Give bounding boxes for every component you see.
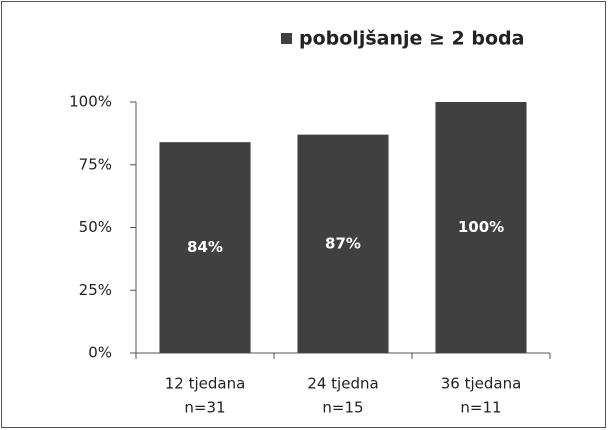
x-tick-label: 24 tjedna [307, 375, 378, 393]
x-tick-label: n=15 [322, 399, 363, 417]
y-tick-label: 0% [88, 344, 112, 362]
x-tick-label: 12 tjedana [165, 375, 246, 393]
value-label: 87% [325, 234, 361, 252]
legend-label: poboljšanje ≥ 2 boda [299, 28, 524, 50]
x-tick-label: n=31 [184, 399, 225, 417]
bar [297, 134, 389, 353]
value-label: 100% [458, 218, 504, 236]
y-tick-label: 25% [79, 281, 112, 299]
y-tick-label: 50% [79, 218, 112, 236]
legend-swatch [281, 33, 292, 44]
bar [159, 142, 251, 353]
x-tick-label: n=11 [460, 399, 501, 417]
y-tick-label: 100% [69, 93, 112, 111]
x-tick-label: 36 tjedana [441, 375, 522, 393]
y-tick-label: 75% [79, 155, 112, 173]
value-label: 84% [187, 238, 223, 256]
bar [435, 102, 527, 353]
